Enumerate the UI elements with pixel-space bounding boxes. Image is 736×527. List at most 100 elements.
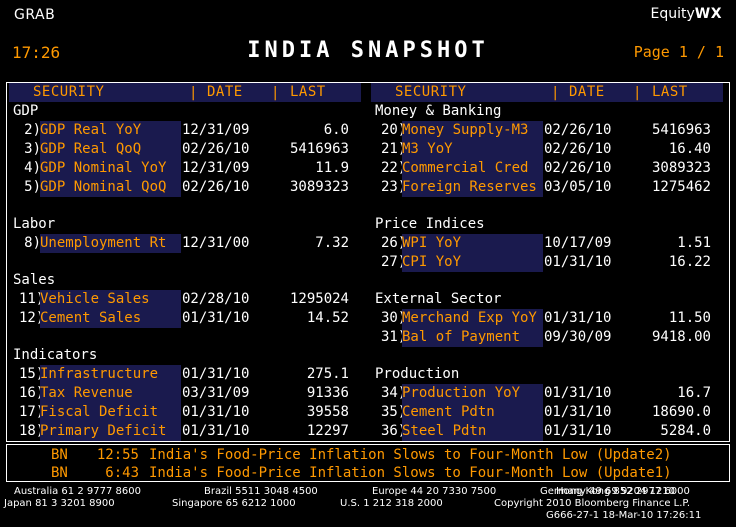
- last-value-cell: 3089323: [651, 160, 711, 176]
- grab-label: GRAB: [14, 7, 56, 23]
- security-name-cell[interactable]: Money Supply-M3: [402, 121, 543, 140]
- header-divider-pipe-1: |: [189, 85, 198, 101]
- date-cell: 01/31/10: [182, 310, 250, 326]
- table-row[interactable]: 3) GDP Real QoQ 02/26/10 5416963: [9, 140, 365, 159]
- security-name-cell[interactable]: Unemployment Rt: [40, 234, 181, 253]
- last-value-cell: 11.50: [668, 310, 711, 326]
- date-cell: 02/28/10: [182, 291, 250, 307]
- row-number: 36): [381, 423, 407, 439]
- table-row[interactable]: 26) WPI YoY 10/17/09 1.51: [371, 234, 727, 253]
- group-title: Money & Banking: [375, 103, 502, 119]
- last-value-cell: 16.22: [668, 254, 711, 270]
- last-value-cell: 91336: [306, 385, 349, 401]
- security-name-cell[interactable]: Steel Pdtn: [402, 422, 543, 441]
- last-value-cell: 9418.00: [651, 329, 711, 345]
- table-row[interactable]: 35) Cement Pdtn 01/31/10 18690.0: [371, 403, 727, 422]
- column-header-date-left: DATE: [207, 84, 243, 100]
- row-number: 23): [381, 179, 407, 195]
- table-row[interactable]: 5) GDP Nominal QoQ 02/26/10 3089323: [9, 178, 365, 197]
- security-name-cell[interactable]: Bal of Payment: [402, 328, 543, 347]
- date-cell: 02/26/10: [544, 160, 612, 176]
- table-row[interactable]: 21) M3 YoY 02/26/10 16.40: [371, 140, 727, 159]
- column-header-block-right: [371, 83, 723, 102]
- clock-display: 17:26: [12, 43, 61, 62]
- group-title: Labor: [13, 216, 56, 232]
- brand-suffix: WX: [694, 6, 722, 22]
- news-headline[interactable]: India's Food-Price Inflation Slows to Fo…: [149, 447, 672, 463]
- news-item[interactable]: BN 12:55 India's Food-Price Inflation Slow…: [7, 447, 729, 465]
- security-name-cell[interactable]: GDP Nominal QoQ: [40, 178, 181, 197]
- table-row[interactable]: 16) Tax Revenue 03/31/09 91336: [9, 384, 365, 403]
- snapshot-table-panel: SECURITY | DATE | LAST SECURITY | DATE |…: [6, 82, 730, 442]
- security-name-cell[interactable]: Fiscal Deficit: [40, 403, 181, 422]
- date-cell: 12/31/00: [182, 235, 250, 251]
- news-headline[interactable]: India's Food-Price Inflation Slows to Fo…: [149, 465, 672, 481]
- table-row[interactable]: 2) GDP Real YoY 12/31/09 6.0: [9, 121, 365, 140]
- security-name-cell[interactable]: Foreign Reserves: [402, 178, 543, 197]
- table-row[interactable]: 17) Fiscal Deficit 01/31/10 39558: [9, 403, 365, 422]
- column-header-block-left: [9, 83, 361, 102]
- date-cell: 02/26/10: [544, 122, 612, 138]
- group-title: Price Indices: [375, 216, 485, 232]
- footer-segment: Brazil 5511 3048 4500: [204, 486, 318, 497]
- last-value-cell: 275.1: [306, 366, 349, 382]
- security-name-cell[interactable]: Cement Sales: [40, 309, 181, 328]
- security-name-cell[interactable]: Production YoY: [402, 384, 543, 403]
- security-name-cell[interactable]: GDP Real YoY: [40, 121, 181, 140]
- row-number: 8): [24, 235, 41, 251]
- security-name-cell[interactable]: Infrastructure: [40, 365, 181, 384]
- security-name-cell[interactable]: Cement Pdtn: [402, 403, 543, 422]
- footer-segment: Singapore 65 6212 1000: [172, 498, 296, 509]
- group-title: GDP: [13, 103, 39, 119]
- header-divider-pipe-2: |: [271, 85, 280, 101]
- last-value-cell: 6.0: [323, 122, 349, 138]
- last-value-cell: 39558: [306, 404, 349, 420]
- row-number: 18): [19, 423, 45, 439]
- security-name-cell[interactable]: Tax Revenue: [40, 384, 181, 403]
- news-item[interactable]: BN 6:43 India's Food-Price Inflation Slows…: [7, 465, 729, 483]
- table-row[interactable]: 18) Primary Deficit 01/31/10 12297: [9, 422, 365, 441]
- date-cell: 03/05/10: [544, 179, 612, 195]
- date-cell: 09/30/09: [544, 329, 612, 345]
- date-cell: 10/17/09: [544, 235, 612, 251]
- table-row[interactable]: 31) Bal of Payment 09/30/09 9418.00: [371, 328, 727, 347]
- table-row[interactable]: 36) Steel Pdtn 01/31/10 5284.0: [371, 422, 727, 441]
- security-name-cell[interactable]: CPI YoY: [402, 253, 543, 272]
- security-name-cell[interactable]: WPI YoY: [402, 234, 543, 253]
- last-value-cell: 16.7: [677, 385, 711, 401]
- last-value-cell: 1295024: [289, 291, 349, 307]
- row-number: 27): [381, 254, 407, 270]
- footer-segment: Copyright 2010 Bloomberg Finance L.P.: [494, 498, 691, 509]
- table-row[interactable]: 27) CPI YoY 01/31/10 16.22: [371, 253, 727, 272]
- date-cell: 12/31/09: [182, 160, 250, 176]
- table-row[interactable]: 15) Infrastructure 01/31/10 275.1: [9, 365, 365, 384]
- table-row[interactable]: 22) Commercial Cred 02/26/10 3089323: [371, 159, 727, 178]
- column-header-security-right: SECURITY: [395, 84, 467, 100]
- table-row[interactable]: 8) Unemployment Rt 12/31/00 7.32: [9, 234, 365, 253]
- row-number: 5): [24, 179, 41, 195]
- row-number: 26): [381, 235, 407, 251]
- table-row[interactable]: 12) Cement Sales 01/31/10 14.52: [9, 309, 365, 328]
- table-row[interactable]: 11) Vehicle Sales 02/28/10 1295024: [9, 290, 365, 309]
- security-name-cell[interactable]: GDP Real QoQ: [40, 140, 181, 159]
- table-row[interactable]: 34) Production YoY 01/31/10 16.7: [371, 384, 727, 403]
- table-row[interactable]: 23) Foreign Reserves 03/05/10 1275462: [371, 178, 727, 197]
- row-number: 35): [381, 404, 407, 420]
- table-row[interactable]: 4) GDP Nominal YoY 12/31/09 11.9: [9, 159, 365, 178]
- table-row[interactable]: 20) Money Supply-M3 02/26/10 5416963: [371, 121, 727, 140]
- table-row[interactable]: 30) Merchand Exp YoY 01/31/10 11.50: [371, 309, 727, 328]
- security-name-cell[interactable]: M3 YoY: [402, 140, 543, 159]
- security-name-cell[interactable]: Merchand Exp YoY: [402, 309, 543, 328]
- news-ticker-panel: BN 12:55 India's Food-Price Inflation Slow…: [6, 444, 730, 482]
- right-data-column: Money & Banking 20) Money Supply-M3 02/26/1…: [371, 102, 727, 441]
- security-name-cell[interactable]: GDP Nominal YoY: [40, 159, 181, 178]
- row-number: 22): [381, 160, 407, 176]
- brand-prefix: Equity: [650, 6, 695, 22]
- row-number: 12): [19, 310, 45, 326]
- security-name-cell[interactable]: Primary Deficit: [40, 422, 181, 441]
- security-name-cell[interactable]: Vehicle Sales: [40, 290, 181, 309]
- security-name-cell[interactable]: Commercial Cred: [402, 159, 543, 178]
- page-title: INDIA SNAPSHOT: [247, 38, 489, 63]
- column-header-security-left: SECURITY: [33, 84, 105, 100]
- last-value-cell: 12297: [306, 423, 349, 439]
